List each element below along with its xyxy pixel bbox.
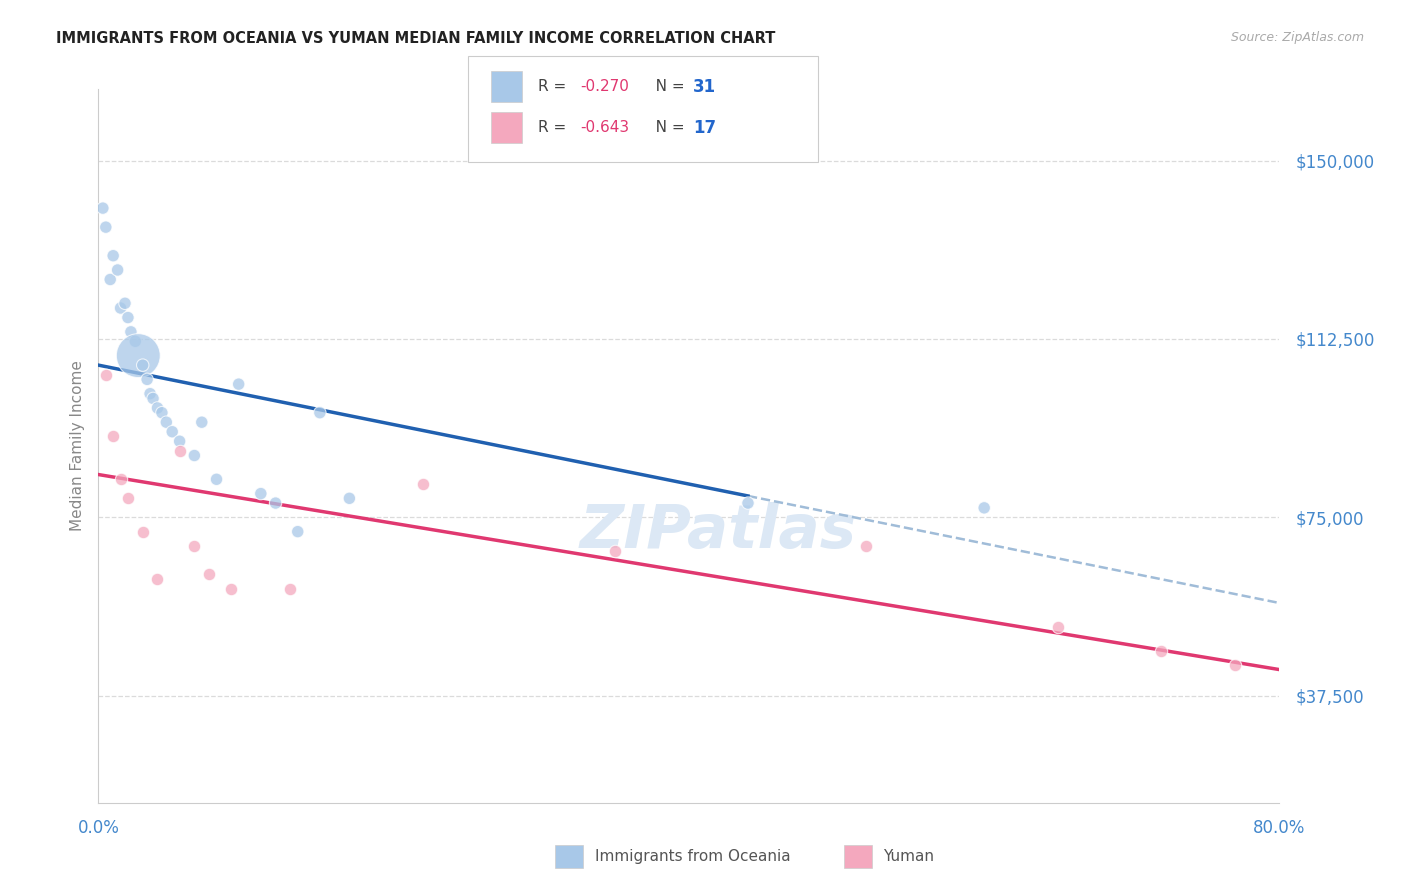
Point	[1046, 620, 1069, 634]
Point	[205, 472, 228, 486]
Point	[287, 524, 309, 539]
Point	[973, 500, 995, 515]
Point	[183, 449, 205, 463]
Text: N =: N =	[641, 120, 689, 135]
Point	[103, 429, 125, 443]
Point	[264, 496, 287, 510]
Text: Immigrants from Oceania: Immigrants from Oceania	[595, 849, 790, 863]
Text: -0.270: -0.270	[581, 79, 630, 94]
Point	[110, 472, 132, 486]
Point	[136, 372, 159, 386]
Point	[150, 406, 173, 420]
Point	[198, 567, 221, 582]
Point	[146, 401, 169, 415]
Point	[94, 368, 117, 382]
Point	[309, 406, 332, 420]
Text: Source: ZipAtlas.com: Source: ZipAtlas.com	[1230, 31, 1364, 45]
Text: R =: R =	[538, 120, 572, 135]
Point	[412, 477, 434, 491]
Point	[169, 434, 191, 449]
Point	[250, 486, 273, 500]
Point	[110, 301, 132, 315]
Point	[337, 491, 360, 506]
Point	[98, 272, 121, 286]
Text: 31: 31	[693, 78, 716, 95]
Point	[155, 415, 177, 429]
Point	[219, 582, 243, 596]
Point	[142, 392, 165, 406]
Point	[855, 539, 877, 553]
Point	[139, 386, 162, 401]
Text: IMMIGRANTS FROM OCEANIA VS YUMAN MEDIAN FAMILY INCOME CORRELATION CHART: IMMIGRANTS FROM OCEANIA VS YUMAN MEDIAN …	[56, 31, 776, 46]
Point	[146, 572, 169, 586]
Point	[183, 539, 205, 553]
Point	[737, 496, 759, 510]
Point	[169, 443, 191, 458]
Text: ZIPatlas: ZIPatlas	[579, 502, 858, 561]
Text: R =: R =	[538, 79, 572, 94]
Text: N =: N =	[641, 79, 689, 94]
Point	[103, 249, 125, 263]
Point	[132, 524, 155, 539]
Point	[117, 491, 139, 506]
Point	[127, 349, 149, 363]
Point	[162, 425, 183, 439]
Point	[1150, 643, 1173, 657]
Point	[107, 263, 129, 277]
Text: -0.643: -0.643	[581, 120, 630, 135]
Point	[120, 325, 142, 339]
Point	[605, 543, 627, 558]
Text: 17: 17	[693, 119, 716, 136]
Point	[1223, 657, 1246, 672]
Point	[228, 377, 250, 392]
Point	[91, 201, 114, 215]
Point	[132, 358, 155, 372]
Point	[124, 334, 146, 349]
Point	[114, 296, 136, 310]
Point	[117, 310, 139, 325]
Y-axis label: Median Family Income: Median Family Income	[69, 360, 84, 532]
Point	[278, 582, 302, 596]
Point	[94, 220, 117, 235]
Point	[191, 415, 214, 429]
Text: Yuman: Yuman	[883, 849, 934, 863]
